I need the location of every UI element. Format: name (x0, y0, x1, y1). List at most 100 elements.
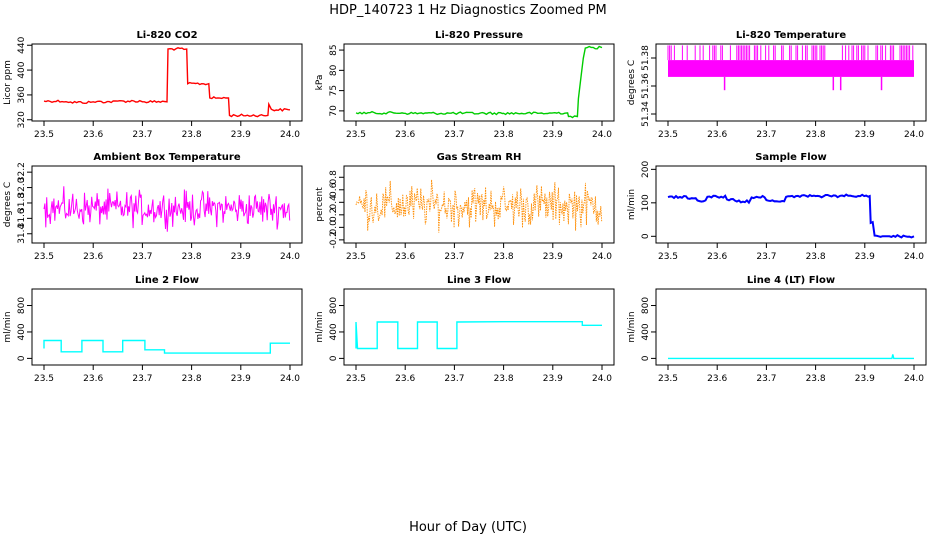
figure-x-axis-label: Hour of Day (UTC) (409, 520, 527, 535)
x-tick-label: 23.9 (231, 374, 251, 384)
y-tick-label: 31.4 (17, 223, 27, 243)
x-tick-label: 24.0 (592, 374, 612, 384)
y-tick-label: 0 (641, 233, 651, 239)
panel-title: Line 2 Flow (135, 275, 199, 286)
panel-5: Gas Stream RH 23.5 23.6 23.7 23.8 23.9 24.0 -0.… (315, 152, 615, 262)
y-tick-label: 440 (17, 36, 27, 53)
x-tick-label: 23.5 (34, 130, 54, 140)
x-tick-label: 23.8 (494, 130, 514, 140)
panel-title: Sample Flow (755, 152, 827, 163)
x-tick-label: 23.5 (346, 252, 366, 262)
data-band (668, 60, 914, 77)
plot-frame (343, 43, 615, 122)
panel-title: Li-820 CO2 (136, 30, 197, 41)
y-tick-label: 800 (329, 297, 339, 314)
y-tick-label: 0.8 (329, 170, 339, 185)
x-tick-label: 24.0 (904, 130, 924, 140)
y-tick-label: 100 (641, 194, 651, 211)
data-series (668, 354, 914, 360)
figure-title: HDP_140723 1 Hz Diagnostics Zoomed PM (329, 3, 607, 18)
x-tick-label: 23.6 (83, 130, 103, 140)
y-tick-label: 400 (17, 323, 27, 340)
y-axis-label: Licor ppm (3, 60, 13, 105)
x-tick-label: 23.7 (444, 252, 464, 262)
x-tick-label: 23.6 (707, 130, 727, 140)
plot-frame (655, 288, 927, 366)
panel-title: Line 4 (LT) Flow (747, 275, 835, 286)
x-tick-label: 23.9 (543, 374, 563, 384)
y-tick-label: 51.38 (641, 45, 651, 71)
x-tick-label: 23.6 (395, 252, 415, 262)
y-tick-label: 0.2 (329, 208, 339, 222)
x-tick-label: 23.9 (543, 130, 563, 140)
panel-4: Ambient Box Temperature 23.5 23.6 23.7 23.8 2… (3, 152, 303, 262)
x-tick-label: 23.8 (494, 374, 514, 384)
x-tick-label: 23.8 (806, 252, 826, 262)
y-tick-label: 800 (17, 297, 27, 314)
panel-3: Li-820 Temperature 23.5 23.6 23.7 23.8 23.9 24… (627, 30, 927, 140)
y-tick-label: 400 (329, 323, 339, 340)
x-tick-label: 23.9 (855, 374, 875, 384)
x-tick-label: 23.7 (132, 252, 152, 262)
x-tick-label: 23.9 (231, 252, 251, 262)
x-tick-label: 23.8 (182, 252, 202, 262)
y-tick-label: 80 (329, 64, 339, 76)
x-tick-label: 23.8 (182, 130, 202, 140)
panel-8: Line 3 Flow 23.5 23.6 23.7 23.8 23.9 24.0 0 400 8… (315, 275, 615, 384)
x-tick-label: 24.0 (280, 374, 300, 384)
data-series (355, 179, 603, 233)
x-tick-label: 24.0 (904, 374, 924, 384)
y-tick-label: 320 (17, 111, 27, 128)
y-tick-label: 51.36 (641, 73, 651, 99)
y-axis-label: degrees C (3, 182, 13, 227)
plot-frame (343, 288, 615, 366)
x-tick-label: 23.7 (756, 130, 776, 140)
y-tick-label: 400 (641, 323, 651, 340)
x-tick-label: 23.8 (182, 374, 202, 384)
x-tick-label: 23.5 (346, 130, 366, 140)
plot-frame (655, 43, 927, 122)
y-tick-label: 0 (641, 355, 651, 361)
x-tick-label: 23.7 (444, 130, 464, 140)
x-tick-label: 24.0 (280, 130, 300, 140)
data-series (667, 193, 915, 239)
x-tick-label: 23.6 (707, 374, 727, 384)
x-tick-label: 23.9 (543, 252, 563, 262)
x-tick-label: 23.6 (83, 252, 103, 262)
x-tick-label: 23.5 (658, 252, 678, 262)
panels-grid: Li-820 CO2 23.5 23.6 23.7 23.8 23.9 24.0 320 360… (3, 30, 927, 384)
x-tick-label: 23.7 (444, 374, 464, 384)
x-tick-label: 24.0 (592, 252, 612, 262)
x-tick-label: 23.9 (855, 130, 875, 140)
plot-frame (655, 165, 927, 244)
y-tick-label: 0 (329, 355, 339, 361)
x-tick-label: 23.7 (756, 374, 776, 384)
y-tick-label: 32.0 (17, 177, 27, 197)
y-tick-label: 800 (641, 297, 651, 314)
y-tick-label: -0.2 (329, 231, 339, 249)
panel-title: Li-820 Temperature (736, 30, 846, 41)
y-tick-label: 70 (329, 105, 339, 117)
x-tick-label: 23.9 (855, 252, 875, 262)
x-tick-label: 23.6 (395, 130, 415, 140)
plot-frame (343, 165, 615, 244)
plot-frame (31, 288, 303, 366)
panel-6: Sample Flow 23.5 23.6 23.7 23.8 23.9 24.0 0 100 2… (627, 152, 927, 262)
panel-title: Gas Stream RH (437, 152, 522, 163)
y-tick-label: 360 (17, 86, 27, 103)
y-tick-label: 0.4 (329, 195, 339, 210)
x-tick-label: 23.6 (395, 374, 415, 384)
y-axis-label: ml/min (627, 311, 637, 342)
x-tick-label: 23.7 (756, 252, 776, 262)
y-tick-label: 0.0 (329, 220, 339, 235)
y-tick-label: 31.6 (17, 208, 27, 228)
x-tick-label: 24.0 (280, 252, 300, 262)
panel-9: Line 4 (LT) Flow 23.5 23.6 23.7 23.8 23.9 24.0… (627, 275, 927, 384)
panel-title: Li-820 Pressure (435, 30, 523, 41)
data-series (43, 47, 291, 118)
y-tick-label: 0.6 (329, 182, 339, 197)
x-tick-label: 23.5 (658, 374, 678, 384)
x-tick-label: 24.0 (904, 252, 924, 262)
x-tick-label: 23.8 (494, 252, 514, 262)
